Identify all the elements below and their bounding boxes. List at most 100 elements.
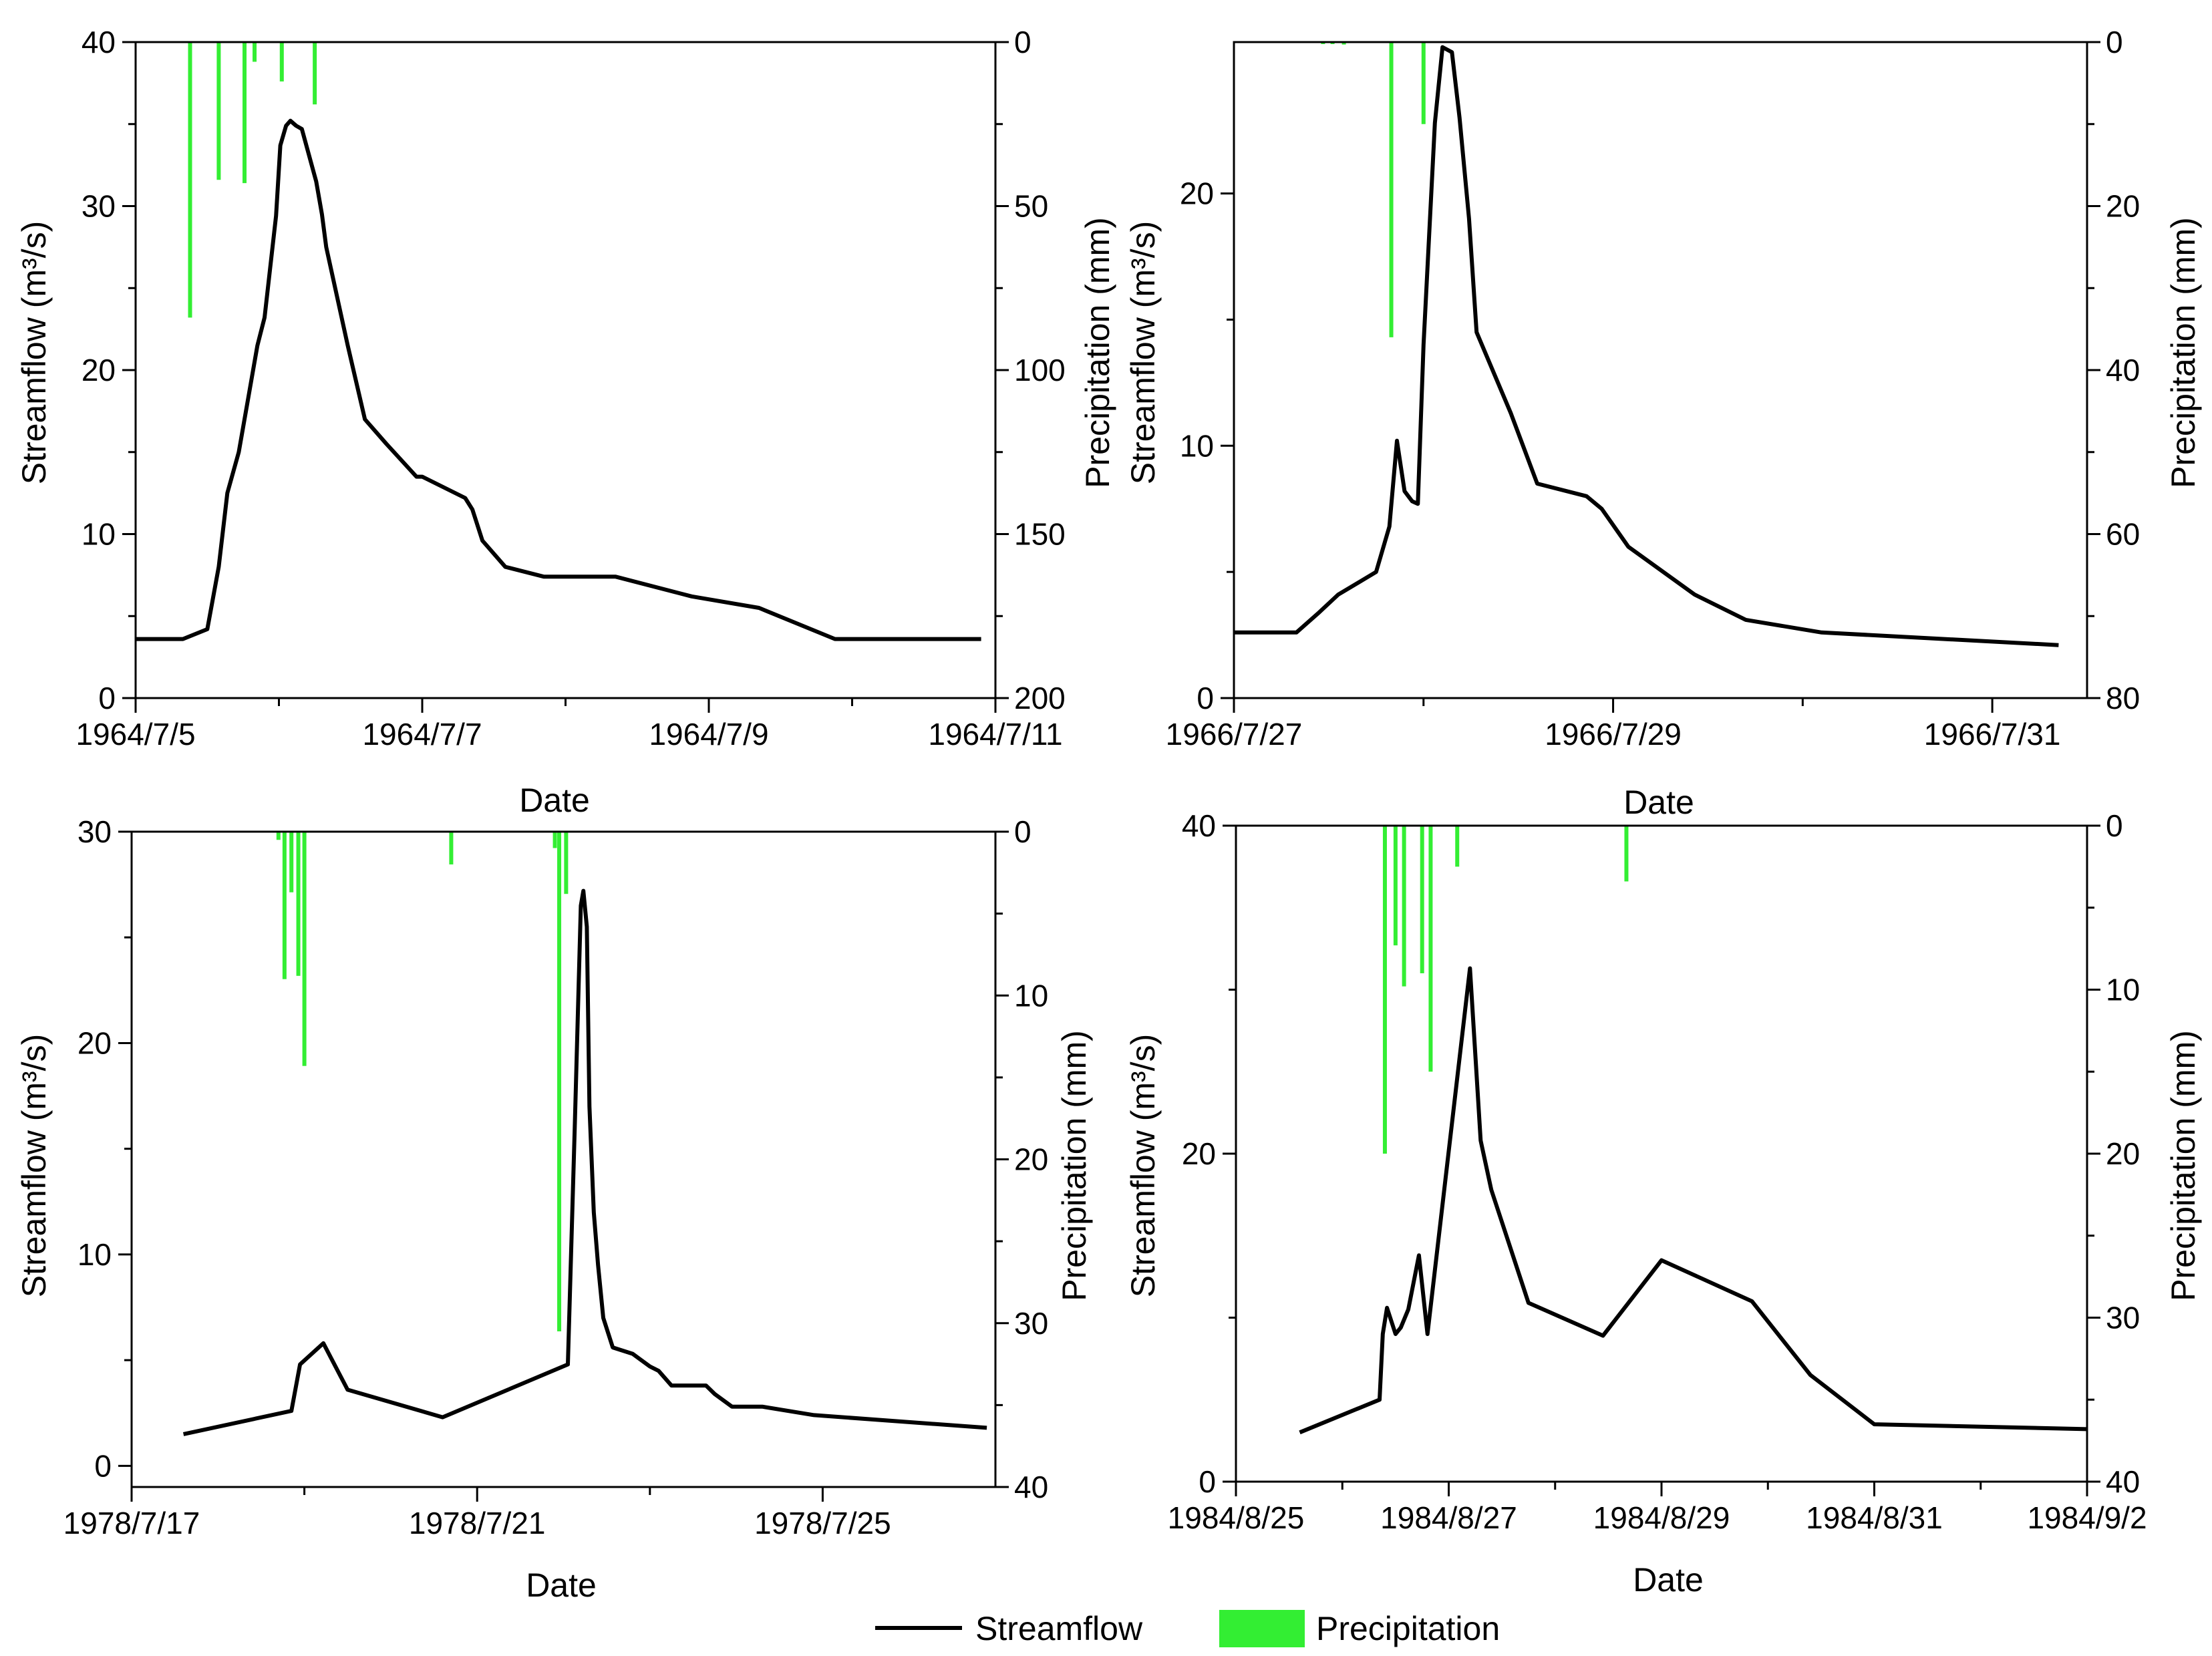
precip-bar: [1382, 826, 1387, 1154]
x-tick-label: 1978/7/25: [754, 1506, 891, 1540]
x-tick-label: 1984/8/29: [1593, 1500, 1730, 1535]
y2-tick-label: 150: [1014, 517, 1066, 552]
precip-bar: [564, 832, 569, 894]
y2-tick-label: 20: [2106, 1136, 2140, 1171]
legend-precipitation-label: Precipitation: [1316, 1610, 1500, 1647]
y2-tick-label: 60: [2106, 517, 2140, 552]
y2-tick-label: 0: [2106, 25, 2123, 59]
precip-bar: [296, 832, 301, 976]
left-axis-title: Streamflow (m³/s): [1124, 1034, 1162, 1297]
x-axis-title: Date: [1623, 784, 1694, 821]
y-tick-label: 0: [98, 681, 116, 715]
x-tick-label: 1966/7/31: [1924, 717, 2061, 752]
plot-frame: [130, 830, 997, 1488]
precip-bar: [188, 42, 192, 318]
y2-tick-label: 40: [2106, 353, 2140, 387]
precip-bar: [1389, 42, 1394, 337]
precip-bar: [216, 42, 221, 180]
x-tick-label: 1964/7/11: [928, 717, 1062, 752]
precip-bar: [302, 832, 307, 1066]
precip-bar: [276, 832, 281, 840]
y2-tick-label: 40: [1014, 1470, 1048, 1504]
plot-area: 1966/7/27 1966/7/29 1966/7/31 0 10 20 0 20 40 60 8…: [1166, 25, 2141, 752]
streamflow-line: [182, 888, 987, 1436]
y-tick-label: 0: [1197, 681, 1214, 715]
precip-bar: [552, 832, 557, 848]
precip-bar: [1624, 826, 1629, 882]
precip-bar: [1420, 826, 1424, 973]
y2-tick-label: 200: [1014, 681, 1066, 715]
x-tick-label: 1966/7/29: [1545, 717, 1682, 752]
y-tick-label: 10: [1180, 428, 1214, 463]
x-tick-label: 1964/7/9: [649, 717, 768, 752]
y-tick-label: 30: [82, 189, 116, 224]
right-axis-title: Precipitation (mm): [1056, 1030, 1093, 1301]
y2-tick-label: 80: [2106, 681, 2140, 715]
y2-tick-label: 40: [2106, 1464, 2140, 1499]
x-tick-label: 1966/7/27: [1166, 717, 1303, 752]
x-tick-label: 1978/7/17: [63, 1506, 200, 1540]
y2-tick-label: 10: [2106, 973, 2140, 1007]
right-axis-title: Precipitation (mm): [2165, 217, 2202, 488]
precip-bar: [279, 42, 284, 81]
y-tick-label: 20: [77, 1025, 112, 1060]
y-tick-label: 30: [77, 814, 112, 849]
y2-tick-label: 50: [1014, 189, 1048, 224]
legend: Streamflow Precipitation: [875, 1610, 1500, 1647]
precip-bar: [1455, 826, 1460, 867]
precip-bar: [289, 832, 294, 892]
x-axis-title: Date: [519, 782, 590, 819]
left-axis-title: Streamflow (m³/s): [1124, 221, 1162, 484]
y-tick-label: 40: [1182, 808, 1216, 843]
precip-bar: [253, 42, 257, 62]
y2-tick-label: 30: [1014, 1306, 1048, 1341]
precip-bar: [1402, 826, 1406, 987]
x-axis-title: Date: [526, 1566, 597, 1604]
precip-bar: [313, 42, 317, 105]
panel-1978-event: 1978/7/17 1978/7/21 1978/7/25 0 10 20 30 0 10 20 3…: [15, 814, 1093, 1604]
precip-bar: [557, 832, 562, 1332]
streamflow-line: [1299, 966, 2088, 1435]
panel-1966-event: 1966/7/27 1966/7/29 1966/7/31 0 10 20 0 20 40 60 8…: [1124, 25, 2202, 821]
x-tick-label: 1984/8/27: [1380, 1500, 1517, 1535]
precip-bar: [449, 832, 454, 865]
streamflow-line: [136, 118, 981, 641]
y2-tick-label: 0: [1014, 814, 1032, 849]
precip-bar: [243, 42, 247, 184]
x-tick-label: 1984/8/31: [1806, 1500, 1943, 1535]
plot-area: 1964/7/5 1964/7/7 1964/7/9 1964/7/11 0 10 20 30…: [75, 25, 1065, 752]
panel-1984-event: 1984/8/25 1984/8/27 1984/8/29 1984/8/31 1984…: [1124, 808, 2202, 1599]
y-tick-label: 20: [82, 353, 116, 387]
plot-frame: [1233, 41, 2088, 699]
precip-bar: [1341, 42, 1346, 45]
precip-bar: [1393, 826, 1398, 946]
y2-tick-label: 10: [1014, 978, 1048, 1013]
left-axis-title: Streamflow (m³/s): [15, 221, 53, 484]
x-tick-label: 1984/9/2: [2027, 1500, 2147, 1535]
precip-bar: [282, 832, 287, 979]
y-tick-label: 20: [1182, 1136, 1216, 1171]
y2-tick-label: 30: [2106, 1301, 2140, 1335]
y-tick-label: 10: [82, 517, 116, 552]
left-axis-title: Streamflow (m³/s): [15, 1034, 53, 1297]
y2-tick-label: 20: [2106, 189, 2140, 224]
legend-precipitation-swatch: [1219, 1610, 1305, 1647]
plot-frame: [1235, 824, 2088, 1483]
x-tick-label: 1984/8/25: [1168, 1500, 1305, 1535]
right-axis-title: Precipitation (mm): [1079, 217, 1116, 488]
y-tick-label: 10: [77, 1237, 112, 1272]
precip-bar: [1421, 42, 1426, 124]
y2-tick-label: 0: [2106, 808, 2123, 843]
right-axis-title: Precipitation (mm): [2165, 1030, 2202, 1301]
y-tick-label: 20: [1180, 176, 1214, 211]
x-tick-label: 1978/7/21: [409, 1506, 546, 1540]
streamflow-line: [1234, 45, 2059, 647]
y2-tick-label: 20: [1014, 1142, 1048, 1177]
plot-area: 1984/8/25 1984/8/27 1984/8/29 1984/8/31 1984…: [1168, 808, 2147, 1535]
x-tick-label: 1964/7/7: [362, 717, 482, 752]
y-tick-label: 40: [82, 25, 116, 59]
plot-frame: [134, 41, 997, 699]
panel-1964-event: 1964/7/5 1964/7/7 1964/7/9 1964/7/11 0 10 20 30…: [15, 25, 1116, 819]
y-tick-label: 0: [94, 1448, 112, 1483]
